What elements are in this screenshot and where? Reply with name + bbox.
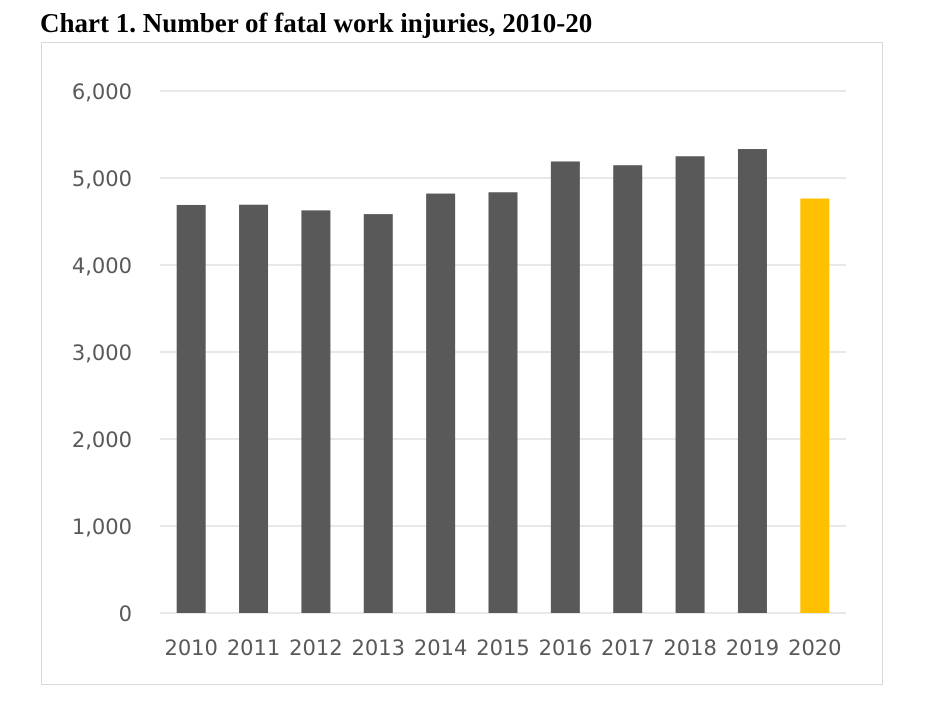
y-tick-label: 4,000 xyxy=(72,254,132,278)
x-tick-label: 2020 xyxy=(788,636,841,660)
x-tick-label: 2010 xyxy=(164,636,217,660)
bar-2010 xyxy=(176,204,206,613)
bar-2012 xyxy=(301,210,331,613)
bar-2017 xyxy=(613,165,643,613)
x-tick-label: 2015 xyxy=(476,636,529,660)
bar-2011 xyxy=(239,204,269,614)
x-tick-label: 2019 xyxy=(726,636,779,660)
x-tick-label: 2016 xyxy=(539,636,592,660)
y-tick-label: 2,000 xyxy=(72,428,132,452)
y-tick-label: 0 xyxy=(119,602,132,626)
bar-2019 xyxy=(737,149,767,614)
x-tick-label: 2012 xyxy=(289,636,342,660)
y-tick-label: 5,000 xyxy=(72,167,132,191)
x-tick-label: 2017 xyxy=(601,636,654,660)
chart-frame xyxy=(41,42,883,685)
x-tick-label: 2018 xyxy=(663,636,716,660)
bar-2016 xyxy=(550,161,580,613)
bar-2018 xyxy=(675,156,705,613)
y-tick-label: 6,000 xyxy=(72,80,132,104)
bar-2020 xyxy=(800,198,830,614)
x-tick-label: 2011 xyxy=(227,636,280,660)
y-tick-label: 3,000 xyxy=(72,341,132,365)
y-tick-label: 1,000 xyxy=(72,515,132,539)
bar-2013 xyxy=(363,214,393,614)
bar-2015 xyxy=(488,192,518,613)
x-tick-label: 2013 xyxy=(352,636,405,660)
x-tick-label: 2014 xyxy=(414,636,467,660)
chart-title: Chart 1. Number of fatal work injuries, … xyxy=(40,8,593,38)
bar-2014 xyxy=(426,193,456,613)
